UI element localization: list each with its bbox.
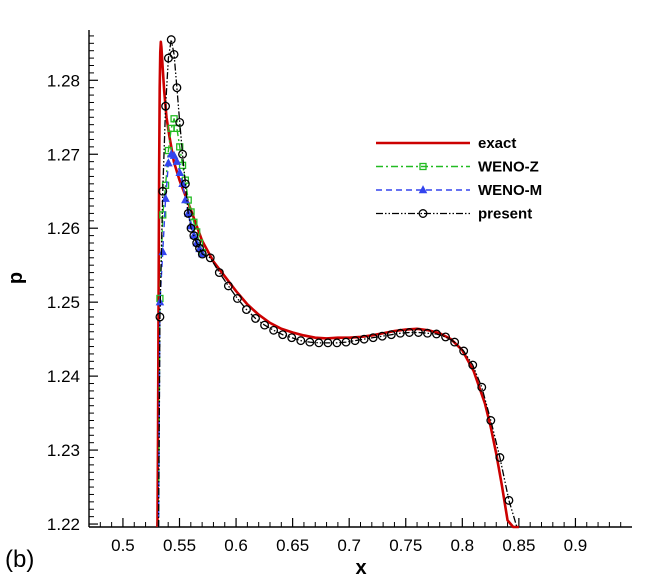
data-point <box>197 249 207 259</box>
x-tick-label: 0.8 <box>450 536 474 555</box>
data-point <box>178 149 188 159</box>
x-tick-label: 0.55 <box>163 536 196 555</box>
data-point <box>175 167 184 176</box>
x-tick-label: 0.7 <box>337 536 361 555</box>
legend-label: WENO-M <box>478 182 542 199</box>
y-tick-label: 1.28 <box>47 71 80 90</box>
data-point <box>260 320 270 330</box>
data-point <box>395 328 405 338</box>
legend-marker <box>418 185 428 194</box>
data-point <box>432 329 441 339</box>
data-point <box>251 313 260 323</box>
data-point <box>180 179 190 189</box>
data-point <box>441 332 451 342</box>
data-point <box>205 253 215 263</box>
data-point <box>214 268 224 278</box>
legend: exact WENO-Z WENO-M present <box>376 135 542 223</box>
data-point <box>459 346 469 356</box>
legend-item: exact <box>376 135 516 152</box>
data-point <box>158 247 168 256</box>
data-point <box>192 238 202 248</box>
data-point <box>413 328 423 337</box>
x-tick-label: 0.6 <box>224 536 248 555</box>
x-axis-title: x <box>355 557 366 579</box>
data-point <box>189 231 199 241</box>
data-point <box>155 312 165 322</box>
y-axis-title: p <box>5 272 27 284</box>
axes: 0.5 0.55 0.6 0.65 0.7 0.75 0.8 0.85 0.9 1.22 1.23 1… <box>47 30 632 555</box>
data-point <box>158 186 168 196</box>
y-tick-label: 1.23 <box>47 441 80 460</box>
data-point <box>504 495 514 505</box>
data-point <box>175 117 185 127</box>
data-point <box>164 158 173 167</box>
x-tick-label: 0.85 <box>502 536 535 555</box>
data-point <box>305 337 315 347</box>
data-point <box>495 453 505 462</box>
y-tick-label: 1.25 <box>47 293 80 312</box>
series-line <box>156 40 519 529</box>
series-line <box>157 153 203 528</box>
x-tick-label: 0.5 <box>111 536 135 555</box>
data-point <box>186 223 196 233</box>
legend-marker <box>418 209 428 218</box>
legend-label: present <box>478 206 532 223</box>
legend-item: WENO-Z <box>376 159 539 176</box>
data-point <box>172 156 182 165</box>
data-point <box>178 161 187 169</box>
data-point <box>161 193 170 202</box>
data-point <box>172 83 182 93</box>
data-point <box>468 360 478 370</box>
y-tick-label: 1.24 <box>47 367 80 386</box>
legend-label: exact <box>478 135 516 152</box>
data-point <box>359 334 369 344</box>
data-point <box>169 49 179 59</box>
data-point <box>368 333 378 343</box>
data-point <box>242 305 251 315</box>
x-tick-label: 0.75 <box>389 536 422 555</box>
data-point <box>314 338 324 348</box>
legend-marker <box>419 162 427 171</box>
y-tick-label: 1.27 <box>47 145 80 164</box>
data-point <box>176 143 184 151</box>
data-point <box>287 333 297 343</box>
data-point <box>450 337 460 347</box>
panel-label: (b) <box>5 546 34 573</box>
legend-item: WENO-M <box>376 182 542 199</box>
data-point <box>161 101 171 111</box>
data-point <box>377 331 387 341</box>
data-point <box>169 150 179 159</box>
legend-item: present <box>376 206 532 223</box>
series-line <box>157 38 518 528</box>
series-exact <box>156 40 519 529</box>
data-point <box>278 330 288 340</box>
x-tick-label: 0.9 <box>564 536 588 555</box>
data-point <box>170 115 178 123</box>
data-point <box>350 336 360 346</box>
data-point <box>386 330 396 340</box>
data-point <box>332 338 342 348</box>
series-weno-z <box>156 115 207 528</box>
legend-label: WENO-Z <box>478 159 539 176</box>
series-layer <box>155 35 519 529</box>
data-point <box>341 337 351 347</box>
y-tick-label: 1.26 <box>47 219 80 238</box>
x-tick-label: 0.65 <box>276 536 309 555</box>
data-point <box>183 208 193 218</box>
data-point <box>477 382 487 392</box>
data-point <box>269 325 279 335</box>
data-point <box>404 328 414 337</box>
data-point <box>223 281 233 291</box>
data-point <box>323 338 333 348</box>
y-tick-label: 1.22 <box>47 515 80 534</box>
data-point <box>296 336 306 346</box>
data-point <box>166 35 176 45</box>
series-present <box>155 35 518 528</box>
data-point <box>232 294 242 303</box>
data-point <box>486 416 496 425</box>
data-point <box>423 328 432 338</box>
